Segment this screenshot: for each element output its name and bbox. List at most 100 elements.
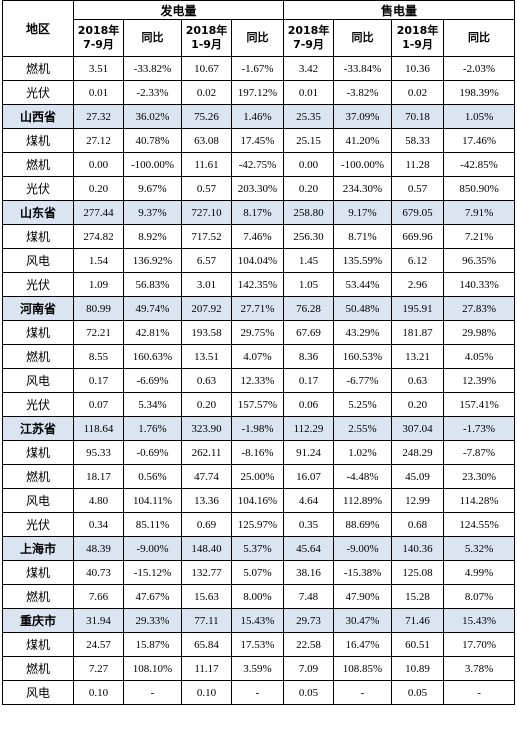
gen-ytd-value: 262.11 [181,440,232,465]
sales-ytd-value: 0.05 [391,680,445,705]
gen-ytd-yoy: 17.45% [230,128,285,153]
sales-q3-yoy: -4.48% [333,464,393,489]
gen-ytd-yoy: 5.37% [230,536,285,561]
gen-q3-value: 274.82 [73,224,124,249]
gen-ytd-yoy: 29.75% [230,320,285,345]
gen-q3-yoy: 47.67% [123,584,182,609]
sales-q3-yoy: 5.25% [333,392,393,417]
gen-q3-value: 40.73 [73,560,124,585]
gen-ytd-value: 0.57 [181,176,232,201]
gen-q3-yoy: 36.02% [123,104,182,129]
sales-q3-value: 8.36 [283,344,335,369]
gen-q3-value: 8.55 [73,344,124,369]
sales-q3-yoy: -33.84% [333,56,393,81]
gen-ytd-yoy: 203.30% [230,176,285,201]
gen-q3-value: 31.94 [73,608,124,633]
sales-q3-value: 0.01 [283,80,335,105]
generation-type: 煤机 [2,560,74,585]
gen-ytd-yoy: 125.97% [230,512,285,537]
generation-type: 燃机 [2,344,74,369]
sales-ytd-value: 13.21 [391,344,445,369]
sales-q3-value: 0.06 [283,392,335,417]
gen-q3-value: 0.20 [73,176,124,201]
sales-ytd-yoy: 4.05% [443,344,516,369]
generation-type: 光伏 [2,176,74,201]
sales-q3-value: 7.48 [283,584,335,609]
table-body: 燃机 3.51 -33.82% 10.67 -1.67% 3.42 -33.84% 10.36… [2,56,516,705]
generation-type: 燃机 [2,584,74,609]
gen-ytd-yoy: 5.07% [230,560,285,585]
gen-ytd-yoy: 12.33% [230,368,285,393]
gen-q3-value: 95.33 [73,440,124,465]
province-row: 山西省 27.32 36.02% 75.26 1.46% 25.35 37.09% 70.18… [2,104,516,129]
gen-ytd-yoy: 27.71% [230,296,285,321]
header-row-columns: 2018年 7-9月 同比 2018年 1-9月 同比 2018年 7-9月 同比 2018年 1-… [3,19,516,57]
sales-ytd-yoy: -2.03% [443,56,516,81]
gen-q3-value: 0.01 [73,80,124,105]
sales-ytd-value: 60.51 [391,632,445,657]
gen-q3-yoy: -2.33% [123,80,182,105]
generation-type: 燃机 [2,152,74,177]
gen-q3-value: 72.21 [73,320,124,345]
table-row: 煤机 274.82 8.92% 717.52 7.46% 256.30 8.71% 669.9… [2,224,516,249]
gen-q3-yoy: -33.82% [123,56,182,81]
sales-ytd-yoy: - [443,680,516,705]
gen-ytd-yoy: 197.12% [230,80,285,105]
gen-q3-value: 1.09 [73,272,124,297]
sales-ytd-value: 0.63 [391,368,445,393]
province-row: 重庆市 31.94 29.33% 77.11 15.43% 29.73 30.47% 71.4… [2,608,516,633]
gen-q3-yoy: 104.11% [123,488,182,513]
sales-ytd-yoy: 198.39% [443,80,516,105]
sales-q3-value: 1.45 [283,248,335,273]
table-row: 光伏 0.01 -2.33% 0.02 197.12% 0.01 -3.82% 0.02 198… [2,80,516,105]
gen-q3-yoy: -6.69% [123,368,182,393]
sales-q3-value: 0.20 [283,176,335,201]
sales-q3-value: 3.42 [283,56,335,81]
gen-q3-value: 27.32 [73,104,124,129]
sales-ytd-value: 10.89 [391,656,445,681]
gen-ytd-yoy: 142.35% [230,272,285,297]
gen-q3-yoy: 9.67% [123,176,182,201]
table-row: 煤机 24.57 15.87% 65.84 17.53% 22.58 16.47% 60.51… [2,632,516,657]
gen-q3-yoy: -0.69% [123,440,182,465]
gen-ytd-yoy: 25.00% [230,464,285,489]
sales-ytd-value: 15.28 [391,584,445,609]
gen-q3-yoy: 108.10% [123,656,182,681]
sales-ytd-value: 181.87 [391,320,445,345]
gen-q3-yoy: 160.63% [123,344,182,369]
sales-ytd-yoy: 124.55% [443,512,516,537]
gen-ytd-value: 727.10 [181,200,232,225]
sales-ytd-value: 0.68 [391,512,445,537]
gen-q3-yoy: 29.33% [123,608,182,633]
sales-ytd-value-header: 2018年 1-9月 [391,19,445,57]
generation-type: 光伏 [2,392,74,417]
gen-ytd-yoy: 1.46% [230,104,285,129]
table-row: 风电 0.10-0.10-0.05-0.05- [2,680,516,705]
gen-q3-value-header: 2018年 7-9月 [73,19,124,57]
sales-ytd-value: 125.08 [391,560,445,585]
sales-q3-yoy: 41.20% [333,128,393,153]
gen-q3-value: 0.34 [73,512,124,537]
gen-ytd-yoy: 8.00% [230,584,285,609]
table-row: 燃机 7.27 108.10% 11.17 3.59% 7.09 108.85% 10.89 3… [2,656,516,681]
generation-type: 风电 [2,248,74,273]
table-row: 光伏 0.34 85.11% 0.69 125.97% 0.35 88.69% 0.68 124… [2,512,516,537]
table-row: 燃机 8.55 160.63% 13.51 4.07% 8.36 160.53% 13.21 4… [2,344,516,369]
gen-q3-yoy: -15.12% [123,560,182,585]
sales-ytd-value: 140.36 [391,536,445,561]
gen-ytd-value: 75.26 [181,104,232,129]
sales-ytd-yoy: 12.39% [443,368,516,393]
gen-q3-yoy: 85.11% [123,512,182,537]
table-row: 燃机 3.51 -33.82% 10.67 -1.67% 3.42 -33.84% 10.36… [2,56,516,81]
sales-ytd-yoy: 15.43% [443,608,516,633]
gen-ytd-value: 47.74 [181,464,232,489]
sales-q3-value-header: 2018年 7-9月 [283,19,335,57]
gen-ytd-value: 0.63 [181,368,232,393]
sales-ytd-yoy-header: 同比 [443,19,516,57]
sales-group-header: 售电量 [283,0,516,20]
sales-ytd-value: 12.99 [391,488,445,513]
gen-q3-value: 118.64 [73,416,124,441]
gen-ytd-value: 10.67 [181,56,232,81]
sales-ytd-value: 2.96 [391,272,445,297]
sales-q3-yoy: 1.02% [333,440,393,465]
